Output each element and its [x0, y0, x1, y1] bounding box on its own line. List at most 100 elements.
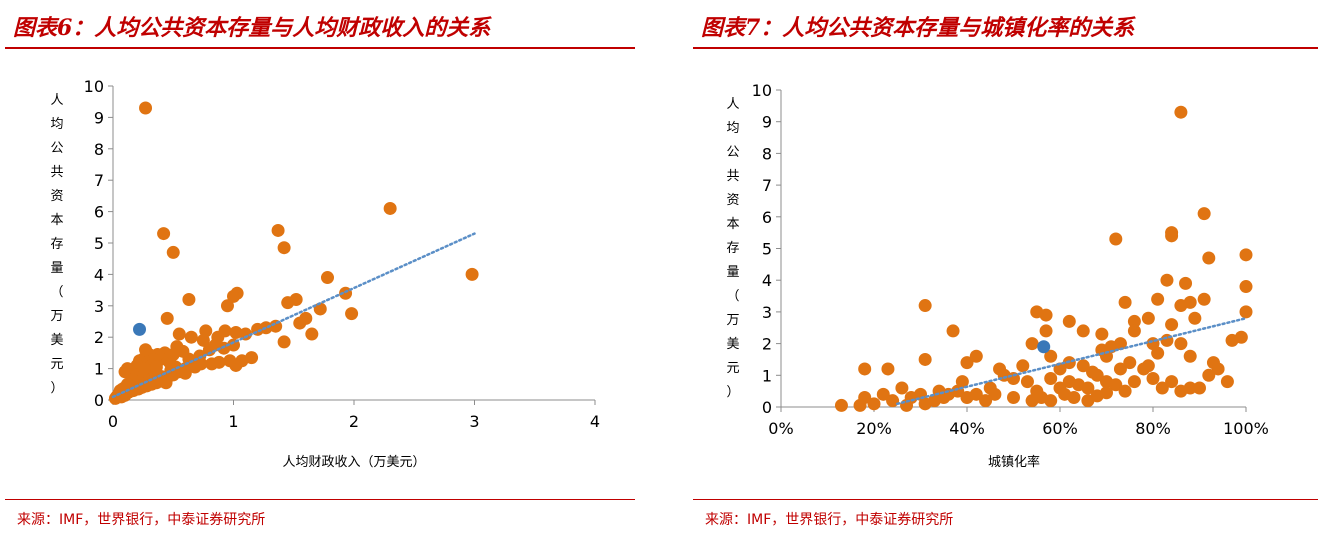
- x-tick-label: 0: [108, 412, 118, 431]
- footer-divider-right: [693, 499, 1318, 500]
- data-point: [1076, 324, 1090, 338]
- data-point: [1141, 359, 1155, 373]
- y-tick-label: 7: [94, 171, 104, 190]
- data-point: [1007, 390, 1020, 404]
- data-point: [1183, 381, 1197, 395]
- data-point: [277, 335, 291, 349]
- title-divider-right: [693, 47, 1318, 49]
- data-point: [149, 360, 163, 374]
- data-point: [1234, 330, 1248, 344]
- data-point: [1127, 314, 1141, 328]
- data-point: [166, 245, 180, 259]
- y-tick-label: 9: [762, 113, 772, 132]
- data-point: [465, 267, 479, 281]
- data-point: [918, 299, 932, 313]
- data-point: [1044, 394, 1058, 408]
- x-tick-label: 3: [469, 412, 479, 431]
- data-point: [1197, 207, 1211, 221]
- data-point: [157, 227, 171, 241]
- x-axis-title: 人均财政收入（万美元）: [282, 455, 425, 470]
- data-point: [1025, 337, 1039, 351]
- chart-title-left: 图表6：人均公共资本存量与人均财政收入的关系: [13, 15, 491, 41]
- data-point: [1020, 375, 1034, 389]
- data-point: [1095, 327, 1109, 341]
- data-point: [1183, 349, 1197, 363]
- data-point: [834, 398, 848, 412]
- y-tick-label: 3: [762, 303, 772, 322]
- data-point: [1123, 356, 1137, 370]
- data-point: [196, 333, 210, 347]
- data-point: [1113, 337, 1127, 351]
- y-tick-label: 1: [762, 366, 772, 385]
- footer-divider-left: [5, 499, 635, 500]
- data-point: [184, 330, 198, 344]
- data-point: [1039, 324, 1053, 338]
- y-tick-label: 8: [762, 144, 772, 163]
- x-tick-label: 40%: [949, 419, 985, 438]
- data-point: [1151, 346, 1165, 360]
- x-tick-label: 4: [590, 412, 600, 431]
- data-point: [383, 201, 397, 215]
- data-point: [969, 349, 983, 363]
- data-point: [1239, 305, 1253, 319]
- data-point: [251, 322, 265, 336]
- data-point: [277, 241, 291, 255]
- x-tick-label: 60%: [1042, 419, 1078, 438]
- data-point: [979, 394, 993, 408]
- y-axis-title: 人均公共资本存量（万美元）: [50, 93, 63, 396]
- data-point: [960, 356, 974, 370]
- data-point: [988, 387, 1002, 401]
- data-point: [1109, 378, 1123, 392]
- y-tick-label: 3: [94, 297, 104, 316]
- data-point: [1211, 362, 1225, 376]
- title-divider-left: [5, 47, 635, 49]
- x-tick-label: 2: [349, 412, 359, 431]
- trend-line: [111, 232, 476, 399]
- data-point: [1039, 308, 1053, 322]
- y-tick-label: 5: [94, 234, 104, 253]
- data-point: [1100, 386, 1113, 400]
- data-point: [1044, 349, 1058, 363]
- data-point: [1165, 318, 1179, 332]
- data-point: [1174, 299, 1188, 313]
- data-point: [137, 362, 151, 376]
- y-tick-label: 6: [94, 203, 104, 222]
- y-tick-label: 0: [94, 391, 104, 410]
- chart-title-right: 图表7：人均公共资本存量与城镇化率的关系: [701, 15, 1135, 41]
- data-point: [955, 375, 969, 389]
- data-point: [305, 327, 319, 341]
- y-tick-label: 4: [94, 265, 104, 284]
- data-point: [1113, 362, 1127, 376]
- data-point: [1076, 359, 1090, 373]
- data-point: [1202, 368, 1216, 382]
- data-point: [1155, 381, 1169, 395]
- data-point: [345, 307, 359, 321]
- data-point: [1174, 105, 1188, 119]
- data-point: [182, 293, 196, 307]
- data-point: [1141, 311, 1155, 325]
- data-point: [1239, 280, 1253, 294]
- x-tick-label: 0%: [768, 419, 793, 438]
- data-point: [281, 296, 295, 310]
- y-tick-label: 1: [94, 360, 104, 379]
- data-point: [223, 354, 237, 368]
- data-point: [313, 302, 327, 316]
- data-point: [1086, 365, 1100, 379]
- x-tick-label: 20%: [856, 419, 892, 438]
- data-point: [918, 352, 932, 366]
- data-point: [1044, 371, 1058, 385]
- chart-panel-right: 图表7：人均公共资本存量与城镇化率的关系 0 1 2 3 4 5 6 7 8 9 10 0% 20% 40…: [693, 0, 1318, 540]
- data-point: [172, 327, 186, 341]
- trend-line: [896, 316, 1248, 406]
- y-tick-label: 2: [762, 335, 772, 354]
- highlight-point: [1037, 340, 1051, 354]
- source-note-right: 来源：IMF，世界银行，中泰证券研究所: [705, 512, 954, 528]
- y-tick-label: 7: [762, 176, 772, 195]
- y-tick-label: 10: [84, 77, 104, 96]
- data-point: [1118, 295, 1132, 309]
- y-tick-label: 2: [94, 328, 104, 347]
- data-point: [1151, 292, 1165, 306]
- data-point: [1188, 311, 1202, 325]
- data-point: [1127, 375, 1141, 389]
